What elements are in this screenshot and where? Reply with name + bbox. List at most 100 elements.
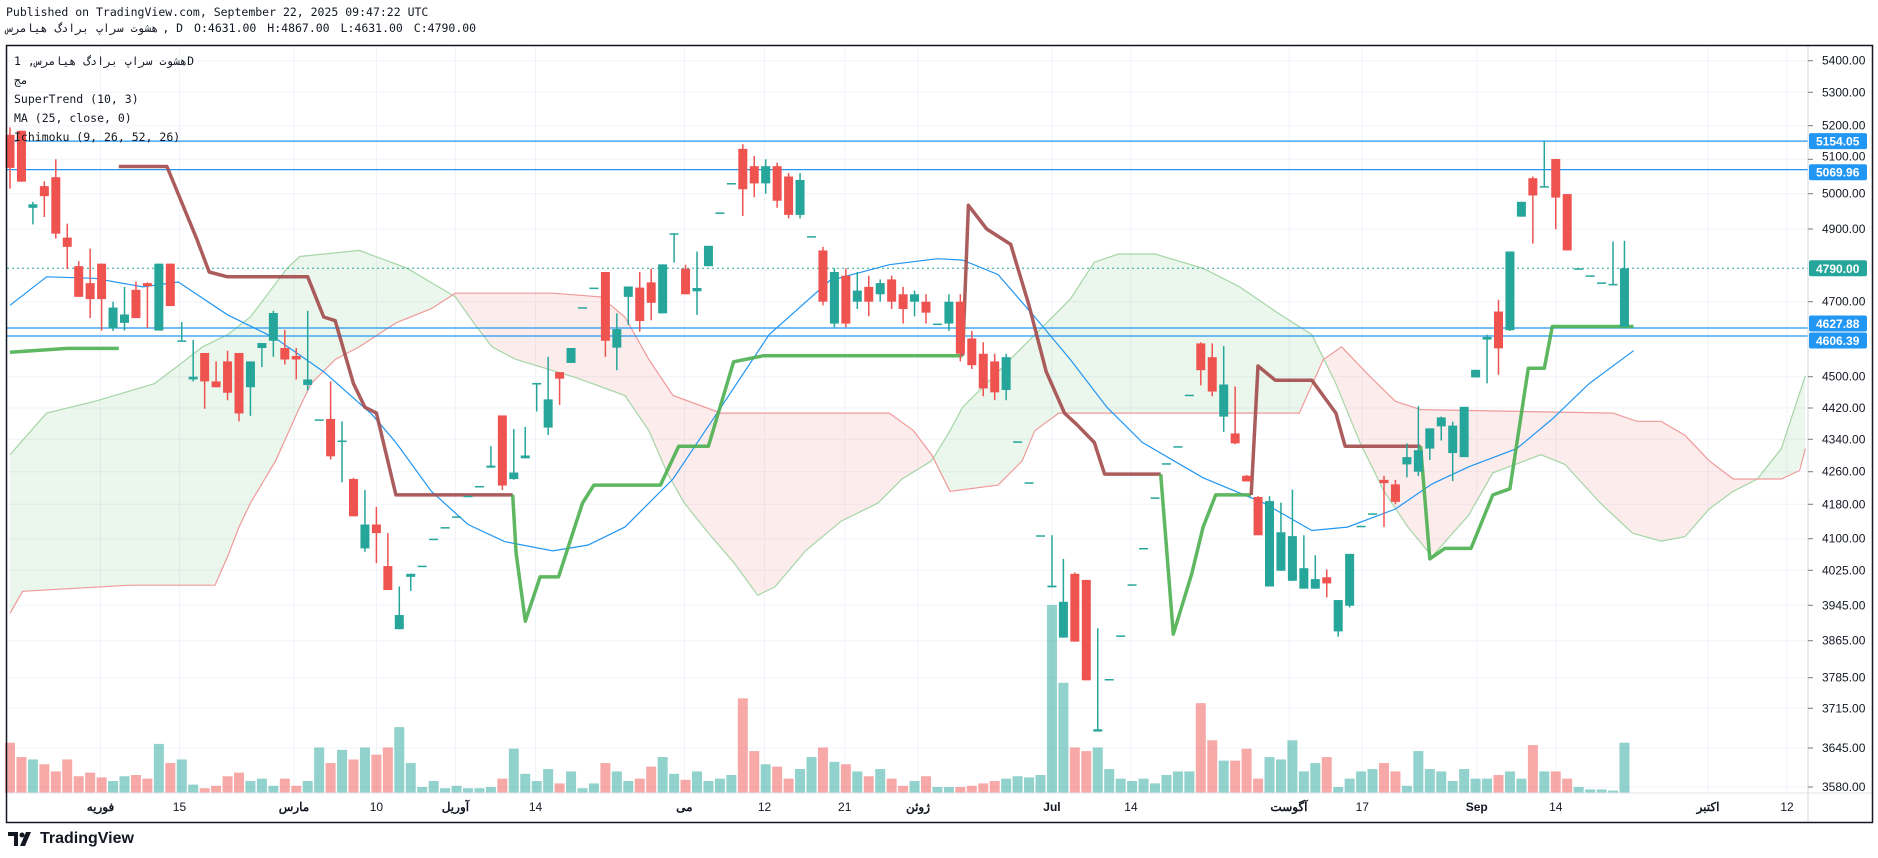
volume-bar [142,778,153,793]
candle [1024,482,1034,484]
cloud-segment [1641,421,1648,538]
candle [245,361,255,416]
legend-ichimoku[interactable]: Ichimoku (9, 26, 52, 26) [14,130,181,144]
volume-bar [440,788,451,793]
volume-bar [256,778,267,793]
volume-bar [337,749,348,793]
candle-body [600,272,610,341]
volume-bar [852,771,863,793]
cloud-segment [1338,349,1344,404]
cloud-segment [490,293,497,350]
candle-body [383,566,393,590]
cloud-segment [1653,421,1659,541]
cloud-segment [387,261,394,328]
cloud-segment [1670,426,1676,540]
volume-bar [176,759,187,793]
candle [1333,600,1343,637]
cloud-segment [1235,284,1241,414]
candle-body [223,361,233,393]
cloud-segment [261,294,268,484]
volume-bar [394,727,405,793]
legend-ma[interactable]: MA (25, close, 0) [14,111,132,125]
candle [39,181,49,217]
cloud-segment [1143,254,1150,414]
volume-bar [1619,742,1630,793]
cloud-segment [805,413,812,551]
cloud-segment [1635,420,1642,536]
cloud-segment [1658,421,1665,541]
candle [268,310,278,357]
cloud-segment [1120,254,1127,414]
date-label: مارس [279,800,310,815]
candle [749,155,759,198]
cloud-segment [279,271,285,453]
cloud-segment [971,392,978,489]
legend-supertrend[interactable]: SuperTrend (10, 3) [14,92,139,106]
cloud-segment [948,422,955,491]
candle-body [1127,584,1137,586]
legend-title[interactable]: هشوت سراپ برادگ هیامرس, 1D [14,54,195,68]
candle-body [1608,283,1618,286]
cloud-segment [513,293,520,361]
cloud-segment [1761,465,1768,480]
cloud-segment [1601,412,1608,510]
cloud-segment [359,250,365,347]
price-label-value: 4606.39 [1816,334,1860,348]
cloud-segment [250,309,257,504]
cloud-segment [1704,455,1711,515]
candle [761,159,771,194]
volume-bar [27,759,38,793]
cloud-segment [714,410,720,547]
volume-bar [1356,771,1367,793]
candle [257,343,267,368]
supertrend-up-line [1418,324,1634,561]
high-value: H:4867.00 [267,21,330,35]
cloud-segment [748,413,755,591]
price-tick-label: 3865.00 [1822,634,1866,648]
volume-bar [966,785,977,793]
volume-bar [302,781,313,793]
volume-bar [1390,771,1401,793]
date-label: Sep [1466,800,1488,814]
volume-bar [1001,778,1012,793]
cloud-segment [1109,255,1115,414]
price-tick-label: 3580.00 [1822,780,1866,794]
cloud-segment [1675,430,1682,539]
candle-body [108,307,118,329]
price-tick-label: 4025.00 [1822,563,1866,577]
candles [5,127,1629,732]
tradingview-logo[interactable]: TradingView [8,830,134,848]
cloud-segment [1550,411,1556,461]
candle-body [555,372,565,379]
cloud-segment [777,413,783,585]
candle [1390,479,1400,505]
cloud-segment [1796,385,1802,473]
volume-bar [1275,759,1286,793]
volume-bar [1115,778,1126,793]
candle-body [1322,577,1332,584]
volume-bar [588,783,599,793]
candle-body [1402,457,1412,465]
candle-body [1150,497,1160,499]
candle-body [1574,268,1584,270]
candle-body [795,179,805,215]
cloud-segment [668,388,675,485]
cloud-segment [90,401,96,588]
cloud-segment [176,362,182,586]
volume-bar [1550,771,1561,793]
candle-body [669,233,679,235]
volume-bar [268,785,279,793]
price-label-badge [1809,133,1867,150]
candle-body [1539,186,1549,188]
ma-line [9,258,1634,552]
candle [1562,194,1572,251]
candle [1356,525,1366,528]
cloud-segment [1555,412,1562,464]
candle-body [1070,573,1080,642]
cloud-segment [170,367,177,586]
cloud-segment [1372,378,1379,480]
candle-body [1196,343,1206,371]
candle-body [1482,336,1492,340]
cloud-segment [433,283,440,308]
